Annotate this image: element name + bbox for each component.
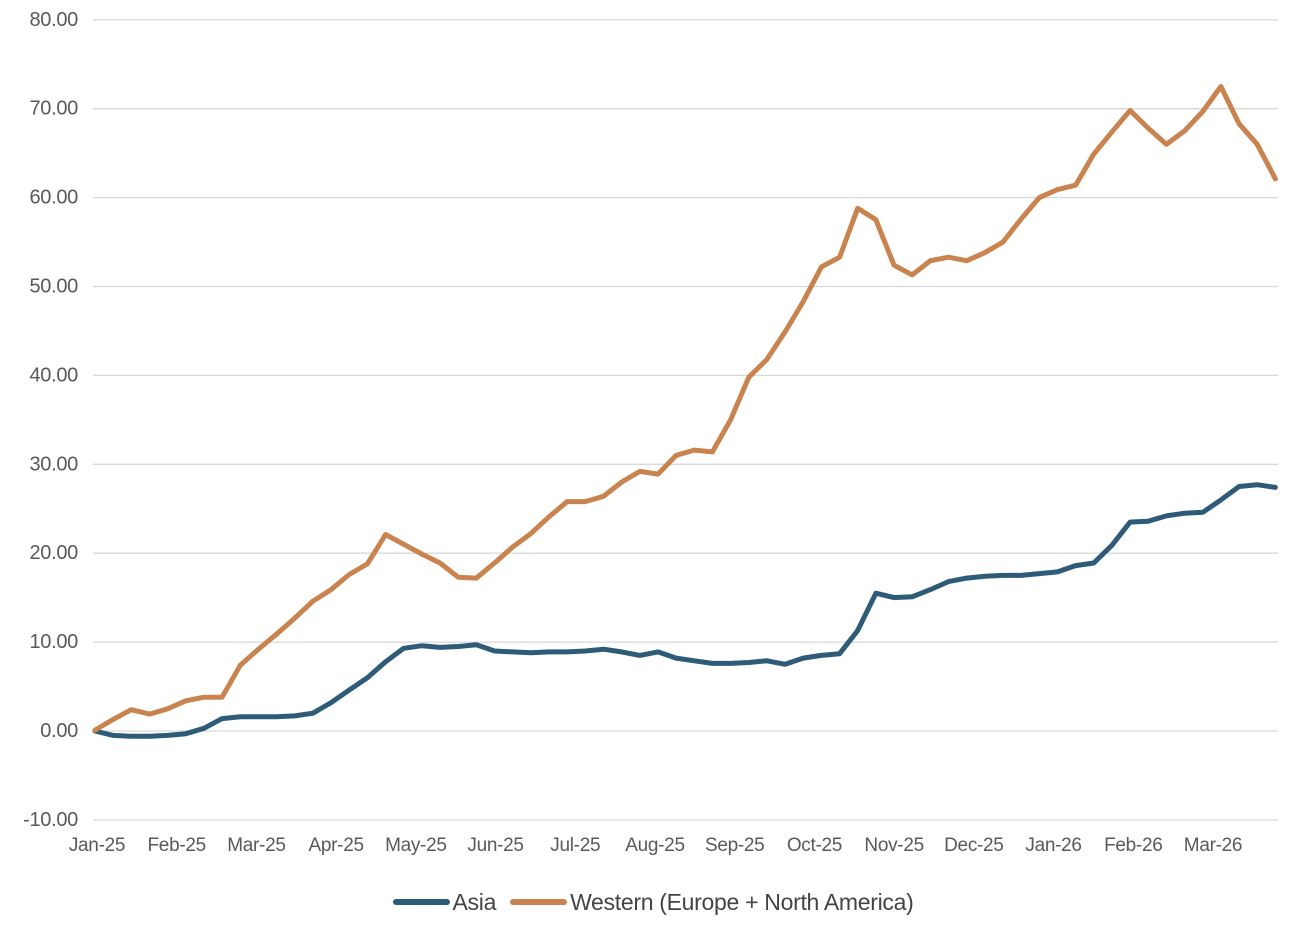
western-line-swatch <box>510 899 568 905</box>
legend-item-asia: Asia <box>392 888 497 916</box>
y-axis-label: 20.00 <box>29 542 78 564</box>
y-axis-label: 60.00 <box>29 187 78 209</box>
x-axis-label: Aug-25 <box>625 835 684 856</box>
x-axis-label: Nov-25 <box>864 835 923 856</box>
y-axis-label: 80.00 <box>29 9 78 31</box>
legend-label-western: Western (Europe + North America) <box>570 888 914 915</box>
x-axis-label: Feb-25 <box>148 835 206 856</box>
y-axis-label: 0.00 <box>40 720 78 742</box>
x-axis-label: Sep-25 <box>705 835 764 856</box>
x-axis-label: Dec-25 <box>944 835 1003 856</box>
x-axis-label: Feb-26 <box>1104 835 1162 856</box>
x-axis-label: Oct-25 <box>787 835 842 856</box>
y-axis-label: 40.00 <box>29 364 78 386</box>
x-axis-label: Jun-25 <box>467 835 523 856</box>
legend-item-western: Western (Europe + North America) <box>510 888 914 916</box>
x-axis-label: Jan-25 <box>69 835 125 856</box>
western-line <box>92 84 1278 733</box>
x-axis-label: Jan-26 <box>1025 835 1081 856</box>
x-axis-label: Apr-25 <box>309 835 364 856</box>
asia-line-swatch <box>392 899 450 905</box>
y-axis-label: -10.00 <box>23 809 78 831</box>
x-axis-label: Mar-25 <box>227 835 285 856</box>
y-axis-label: 10.00 <box>29 631 78 653</box>
x-axis-label: Jul-25 <box>550 835 600 856</box>
asia-line <box>92 482 1278 739</box>
chart-legend: Asia Western (Europe + North America) <box>0 882 1306 922</box>
y-axis-label: 50.00 <box>29 276 78 298</box>
x-axis-label: Mar-26 <box>1184 835 1242 856</box>
y-axis-label: 70.00 <box>29 98 78 120</box>
x-axis-label: May-25 <box>385 835 447 856</box>
legend-label-asia: Asia <box>452 888 497 915</box>
y-axis-label: 30.00 <box>29 453 78 475</box>
